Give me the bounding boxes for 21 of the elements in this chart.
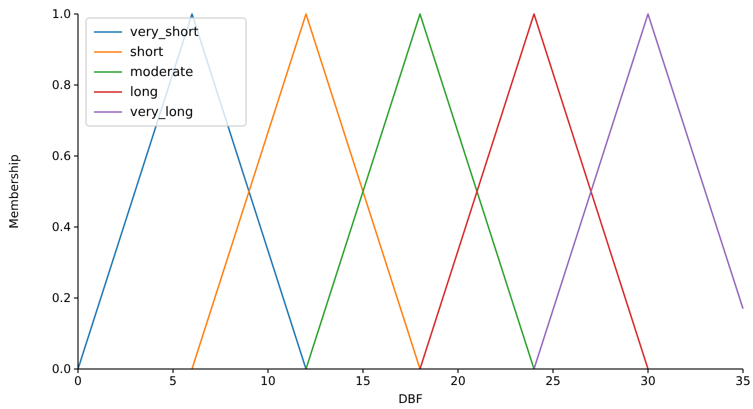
x-tick-label: 30 xyxy=(640,374,656,388)
x-tick-label: 35 xyxy=(735,374,751,388)
y-tick-label: 0.8 xyxy=(52,78,71,92)
x-tick-label: 5 xyxy=(169,374,177,388)
x-axis-title: DBF xyxy=(398,392,423,406)
y-axis-title: Membership xyxy=(7,154,21,229)
x-tick-label: 20 xyxy=(450,374,466,388)
y-tick-label: 0.6 xyxy=(52,149,71,163)
x-tick-label: 15 xyxy=(355,374,371,388)
y-tick-label: 1.0 xyxy=(52,7,71,21)
legend-label: long xyxy=(130,85,158,100)
legend-label: moderate xyxy=(130,65,194,80)
legend-label: very_long xyxy=(130,105,194,120)
legend-label: very_short xyxy=(130,25,199,40)
x-tick-label: 0 xyxy=(74,374,82,388)
x-tick-label: 10 xyxy=(260,374,276,388)
legend-label: short xyxy=(130,45,164,60)
y-tick-label: 0.4 xyxy=(52,220,71,234)
y-tick-label: 0.2 xyxy=(52,291,71,305)
y-tick-label: 0.0 xyxy=(52,362,71,376)
x-tick-label: 25 xyxy=(545,374,561,388)
